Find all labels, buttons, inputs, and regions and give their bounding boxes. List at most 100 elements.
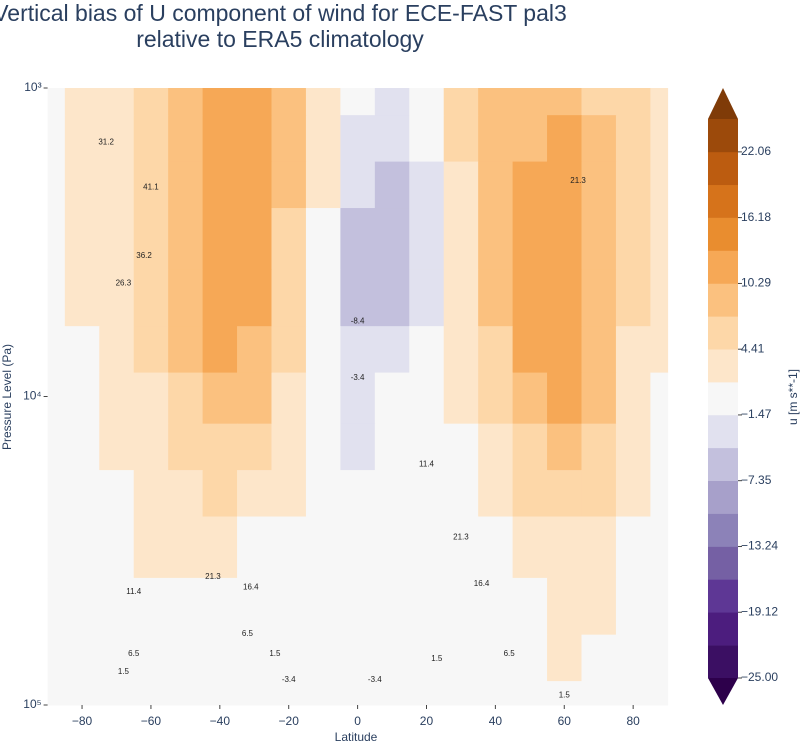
field-cell xyxy=(271,516,307,579)
field-cell xyxy=(99,634,135,682)
field-cell xyxy=(340,423,376,471)
field-cell xyxy=(443,516,479,579)
field-cell xyxy=(237,208,272,270)
field-cell xyxy=(133,326,169,374)
field-cell xyxy=(650,516,669,579)
field-cell xyxy=(615,115,651,163)
field-cell xyxy=(47,516,66,579)
contour-label: 1.5 xyxy=(559,690,571,699)
field-cell xyxy=(271,208,307,270)
field-cell xyxy=(133,269,169,327)
contour-label: 16.4 xyxy=(474,579,490,588)
field-cell xyxy=(340,326,376,374)
field-cell xyxy=(305,88,341,116)
field-cell xyxy=(168,88,204,116)
field-cell xyxy=(547,681,582,706)
field-cell xyxy=(237,161,272,209)
field-cell xyxy=(615,269,651,327)
field-cell xyxy=(547,161,582,209)
field-cell xyxy=(47,423,66,471)
field-cell xyxy=(512,269,548,327)
field-cell xyxy=(133,208,169,270)
field-cell xyxy=(581,115,617,163)
field-cell xyxy=(512,577,548,636)
contour-label: -3.4 xyxy=(368,675,382,684)
field-cell xyxy=(133,470,169,518)
colorbar-tick-label: 16.18 xyxy=(741,210,771,224)
field-cell xyxy=(133,88,169,116)
field-cell xyxy=(615,208,651,270)
field-cell xyxy=(47,269,66,327)
field-cell xyxy=(271,372,307,425)
field-cell xyxy=(99,208,135,270)
field-cell xyxy=(340,681,376,706)
colorbar-band xyxy=(708,184,738,218)
field-cell xyxy=(271,423,307,471)
field-cell xyxy=(47,634,66,682)
field-cell xyxy=(340,577,376,636)
x-tick-label: −80 xyxy=(72,714,93,728)
field-cell xyxy=(374,634,410,682)
field-cell xyxy=(581,516,617,579)
field-cell xyxy=(305,208,341,270)
contour-label: 11.4 xyxy=(126,587,142,596)
x-tick-label: 20 xyxy=(420,714,434,728)
field-cell xyxy=(409,372,445,425)
field-cell xyxy=(271,634,307,682)
field-cell xyxy=(64,326,100,374)
field-cell xyxy=(443,269,479,327)
field-cell xyxy=(478,88,514,116)
contour-label: 1.5 xyxy=(118,667,130,676)
field-cell xyxy=(340,269,376,327)
field-cell xyxy=(64,88,100,116)
field-cell xyxy=(478,516,514,579)
colorbar-band xyxy=(708,513,738,547)
field-cell xyxy=(512,115,548,163)
field-cell xyxy=(202,423,238,471)
field-cell xyxy=(512,423,548,471)
field-cell xyxy=(512,208,548,270)
field-cell xyxy=(650,681,669,706)
field-cell xyxy=(64,115,100,163)
field-cell xyxy=(615,326,651,374)
field-cell xyxy=(99,372,135,425)
field-cell xyxy=(409,516,445,579)
field-cell xyxy=(512,470,548,518)
field-cell xyxy=(512,516,548,579)
field-cell xyxy=(271,161,307,209)
field-cell xyxy=(478,269,514,327)
y-tick-label: 10⁵ xyxy=(23,697,41,711)
field-cell xyxy=(374,269,410,327)
field-cell xyxy=(271,470,307,518)
field-cell xyxy=(237,470,272,518)
field-cell xyxy=(237,326,272,374)
field-cell xyxy=(202,88,238,116)
contour-label: 16.4 xyxy=(243,582,259,591)
field-cell xyxy=(374,208,410,270)
field-cell xyxy=(581,326,617,374)
field-cell xyxy=(133,161,169,209)
field-cell xyxy=(650,634,669,682)
field-cell xyxy=(237,269,272,327)
field-cell xyxy=(478,577,514,636)
field-cell xyxy=(581,372,617,425)
field-cell xyxy=(409,115,445,163)
field-cell xyxy=(650,470,669,518)
field-cell xyxy=(581,634,617,682)
field-cell xyxy=(271,88,307,116)
field-cell xyxy=(305,516,341,579)
field-cell xyxy=(237,577,272,636)
field-cell xyxy=(47,326,66,374)
colorbar-band xyxy=(708,316,738,350)
field-cell xyxy=(512,88,548,116)
field-cell xyxy=(202,681,238,706)
field-cell xyxy=(650,115,669,163)
field-cell xyxy=(340,161,376,209)
field-cell xyxy=(443,115,479,163)
field-cell xyxy=(340,115,376,163)
field-cell xyxy=(650,423,669,471)
field-cell xyxy=(581,269,617,327)
field-cell xyxy=(374,372,410,425)
contour-label: 31.2 xyxy=(98,137,114,146)
x-tick-label: 60 xyxy=(558,714,572,728)
